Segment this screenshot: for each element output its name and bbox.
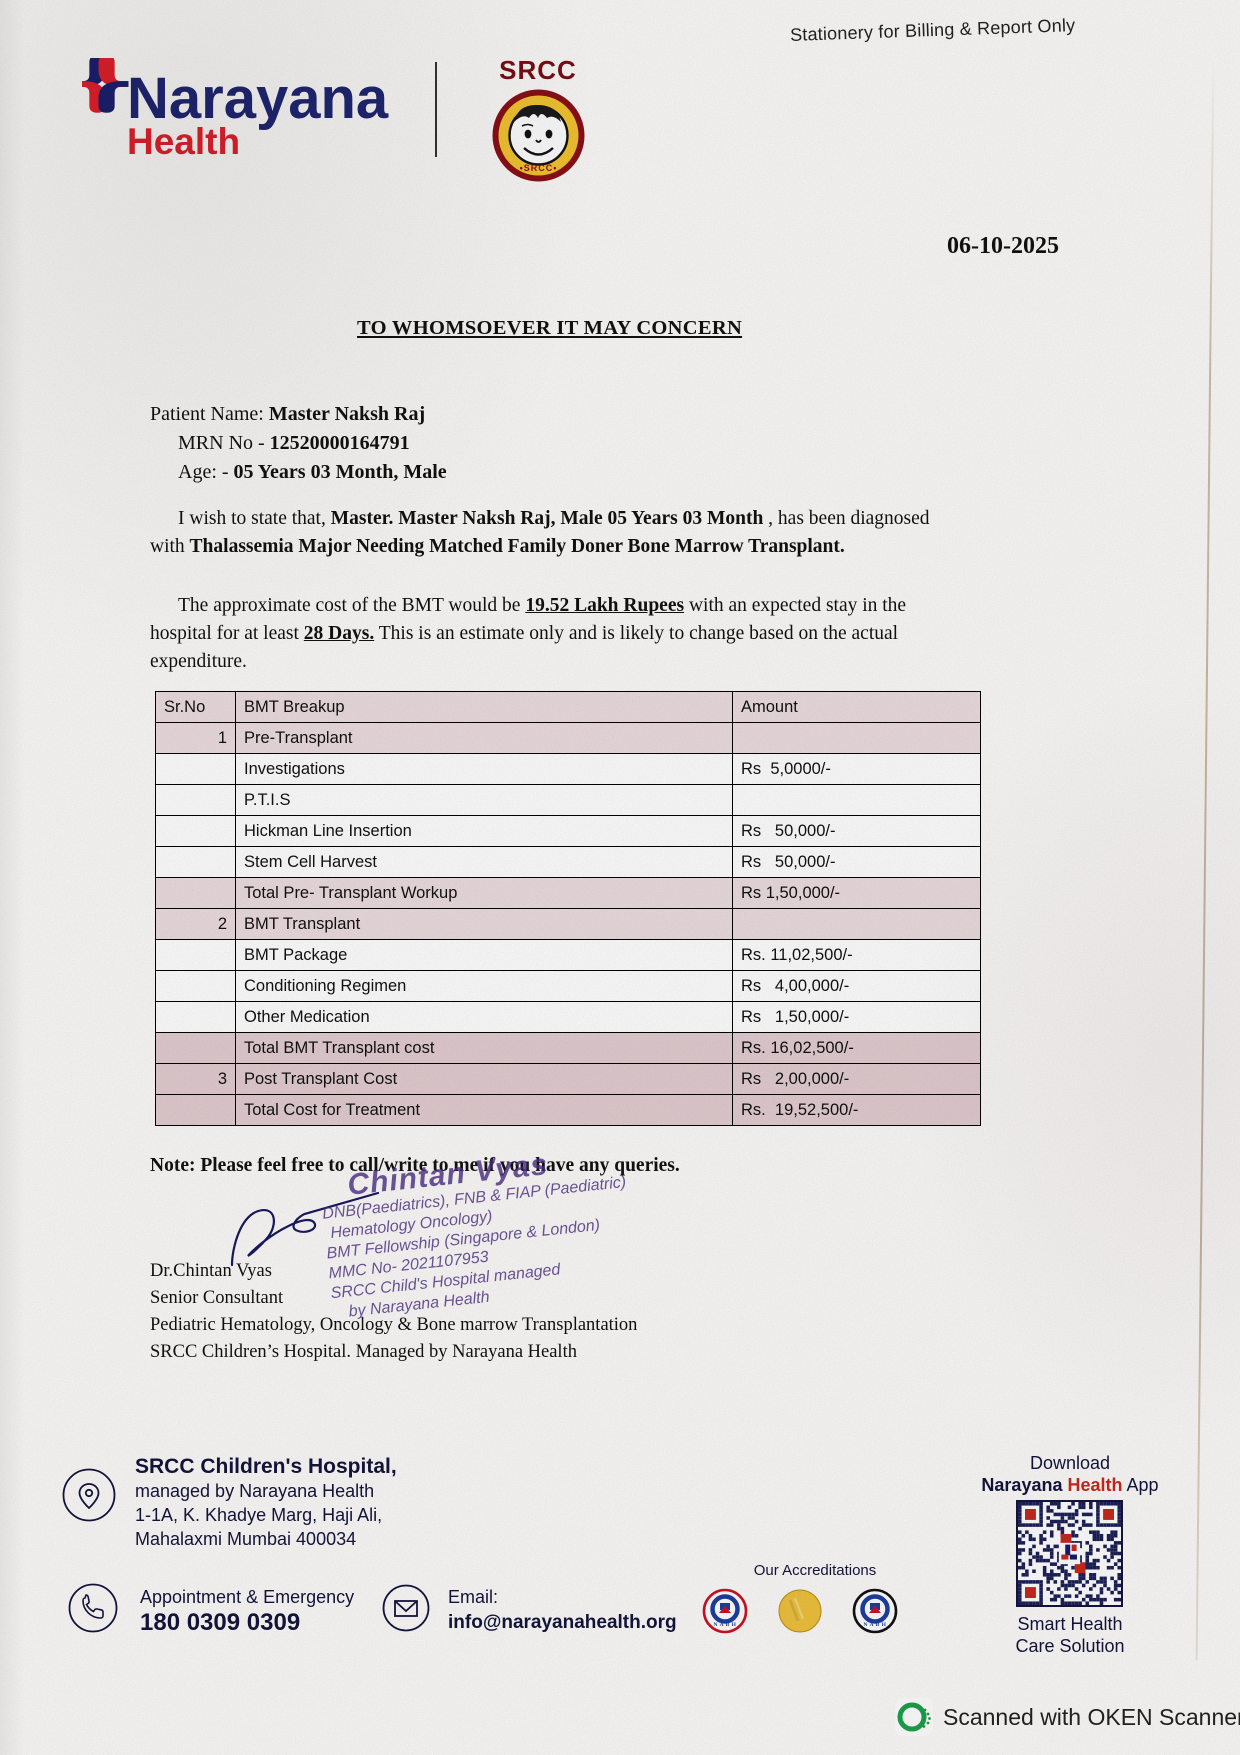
svg-text:N A B H: N A B H	[864, 1622, 887, 1628]
svg-text:Health: Health	[127, 121, 240, 162]
svg-text:•SRCC•: •SRCC•	[519, 163, 557, 173]
svg-text:N A B H: N A B H	[714, 1622, 737, 1628]
